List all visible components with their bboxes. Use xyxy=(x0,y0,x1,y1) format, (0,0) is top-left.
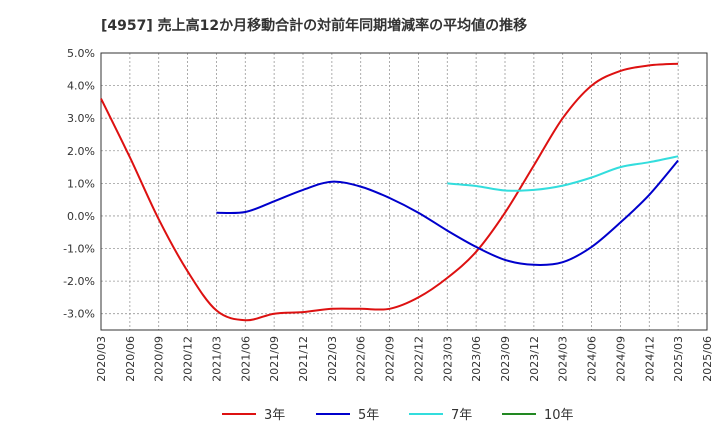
x-tick-label: 2022/09 xyxy=(384,336,397,382)
x-tick-label: 2022/12 xyxy=(412,336,425,382)
x-tick-label: 2020/06 xyxy=(124,336,137,382)
legend-item: 10年 xyxy=(502,408,574,423)
x-tick-label: 2020/12 xyxy=(182,336,195,382)
y-tick-label: 5.0% xyxy=(67,47,95,60)
legend-item: 7年 xyxy=(409,408,472,423)
y-tick-label: 1.0% xyxy=(67,177,95,190)
series-line-7年 xyxy=(447,155,679,192)
grid xyxy=(100,52,708,330)
legend-label: 10年 xyxy=(544,408,574,423)
y-tick-label: -1.0% xyxy=(63,243,95,256)
x-tick-label: 2023/06 xyxy=(470,336,483,382)
x-tick-label: 2020/03 xyxy=(95,336,108,382)
series-line-3年 xyxy=(100,62,679,322)
legend-label: 7年 xyxy=(451,408,472,423)
x-tick-label: 2023/12 xyxy=(528,336,541,382)
x-tick-label: 2024/03 xyxy=(557,336,570,382)
legend-label: 5年 xyxy=(358,408,379,423)
x-tick-label: 2020/09 xyxy=(153,336,166,382)
x-tick-label: 2025/03 xyxy=(672,336,685,382)
legend: 3年 5年 7年 10年 xyxy=(222,408,574,423)
axes: 5.0% 4.0% 3.0% 2.0% 1.0% 0.0% -1.0% -2.0% -3.0% 2… xyxy=(63,47,714,382)
legend-item: 5年 xyxy=(316,408,379,423)
y-tick-label: 3.0% xyxy=(67,112,95,125)
x-tick-label: 2024/12 xyxy=(643,336,656,382)
x-tick-label: 2024/06 xyxy=(586,336,599,382)
series-line-5年 xyxy=(216,159,679,266)
y-tick-label: 4.0% xyxy=(67,80,95,93)
plot-frame xyxy=(100,52,708,331)
chart-title: [4957] 売上高12か月移動合計の対前年同期増減率の平均値の推移 xyxy=(101,17,527,34)
x-tick-label: 2022/03 xyxy=(326,336,339,382)
series-lines xyxy=(100,62,679,322)
x-tick-label: 2024/09 xyxy=(614,336,627,382)
legend-label: 3年 xyxy=(264,408,285,423)
x-tick-label: 2023/09 xyxy=(499,336,512,382)
y-tick-label: -2.0% xyxy=(63,275,95,288)
x-tick-label: 2021/03 xyxy=(210,336,223,382)
x-tick-label: 2023/03 xyxy=(441,336,454,382)
x-tick-label: 2025/06 xyxy=(701,336,714,382)
y-tick-label: -3.0% xyxy=(63,308,95,321)
legend-item: 3年 xyxy=(222,408,285,423)
x-tick-label: 2021/06 xyxy=(239,336,252,382)
x-tick-label: 2021/09 xyxy=(268,336,281,382)
x-tick-label: 2022/06 xyxy=(355,336,368,382)
y-tick-label: 0.0% xyxy=(67,210,95,223)
y-tick-label: 2.0% xyxy=(67,145,95,158)
x-tick-label: 2021/12 xyxy=(297,336,310,382)
